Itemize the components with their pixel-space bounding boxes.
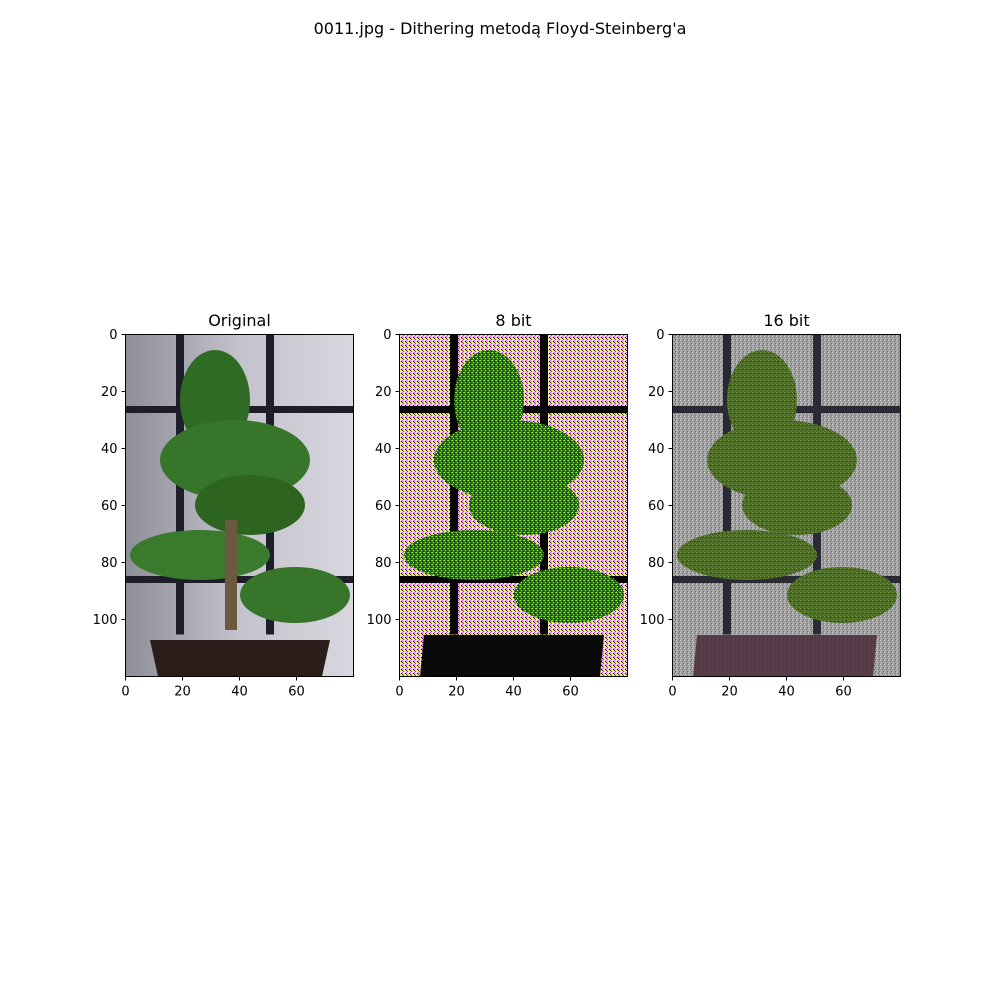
y-axis: 0 20 40 60 80 100 bbox=[367, 328, 400, 628]
x-axis: 0 20 40 60 bbox=[395, 676, 579, 700]
figure-title: 0011.jpg - Dithering metodą Floyd-Steinb… bbox=[314, 19, 687, 38]
x-tick-label: 0 bbox=[121, 685, 129, 700]
x-tick-label: 20 bbox=[448, 685, 465, 700]
y-tick-label: 60 bbox=[375, 499, 392, 514]
y-tick-label: 40 bbox=[101, 442, 118, 457]
panel-16-bit: 16 bit 0 20 40 60 0 20 40 60 80 100 bbox=[640, 311, 901, 700]
x-tick-label: 20 bbox=[174, 685, 191, 700]
y-tick-label: 20 bbox=[648, 385, 665, 400]
y-axis: 0 20 40 60 80 100 bbox=[640, 328, 673, 628]
y-tick-label: 40 bbox=[375, 442, 392, 457]
x-tick-label: 20 bbox=[721, 685, 738, 700]
x-tick-label: 40 bbox=[505, 685, 522, 700]
x-tick-label: 40 bbox=[778, 685, 795, 700]
y-tick-label: 100 bbox=[640, 613, 665, 628]
x-tick-label: 60 bbox=[288, 685, 305, 700]
panel-title: Original bbox=[208, 311, 271, 330]
image-8-bit bbox=[399, 334, 628, 677]
y-tick-label: 0 bbox=[656, 328, 664, 343]
y-tick-label: 80 bbox=[101, 556, 118, 571]
y-tick-label: 20 bbox=[101, 385, 118, 400]
image-original bbox=[125, 334, 354, 677]
image-16-bit bbox=[672, 334, 901, 677]
y-axis: 0 20 40 60 80 100 bbox=[93, 328, 126, 628]
x-tick-label: 0 bbox=[395, 685, 403, 700]
y-tick-label: 0 bbox=[383, 328, 391, 343]
x-tick-label: 40 bbox=[231, 685, 248, 700]
panel-8-bit: 8 bit 0 20 40 60 0 20 40 60 80 100 bbox=[367, 311, 628, 700]
panel-title: 16 bit bbox=[763, 311, 809, 330]
x-tick-label: 60 bbox=[835, 685, 852, 700]
panel-original: Original 0 20 40 60 0 20 40 60 80 100 bbox=[93, 311, 354, 700]
y-tick-label: 80 bbox=[648, 556, 665, 571]
y-tick-label: 60 bbox=[648, 499, 665, 514]
x-tick-label: 0 bbox=[668, 685, 676, 700]
y-tick-label: 80 bbox=[375, 556, 392, 571]
x-axis: 0 20 40 60 bbox=[668, 676, 852, 700]
panel-title: 8 bit bbox=[495, 311, 531, 330]
x-tick-label: 60 bbox=[562, 685, 579, 700]
y-tick-label: 60 bbox=[101, 499, 118, 514]
y-tick-label: 100 bbox=[93, 613, 118, 628]
y-tick-label: 0 bbox=[109, 328, 117, 343]
y-tick-label: 100 bbox=[367, 613, 392, 628]
y-tick-label: 20 bbox=[375, 385, 392, 400]
x-axis: 0 20 40 60 bbox=[121, 676, 305, 700]
y-tick-label: 40 bbox=[648, 442, 665, 457]
